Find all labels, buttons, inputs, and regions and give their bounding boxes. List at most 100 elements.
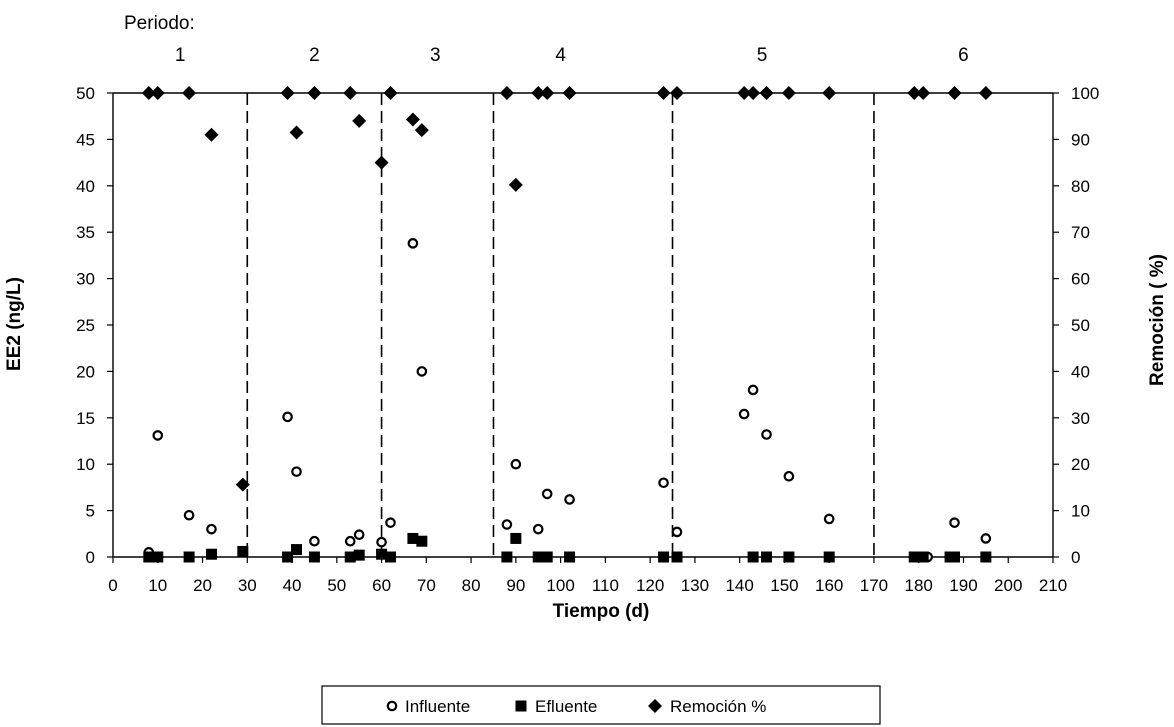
data-point	[541, 488, 553, 500]
data-point	[407, 532, 419, 544]
period-label: 1	[175, 45, 186, 66]
data-point	[501, 551, 513, 563]
data-point	[783, 470, 795, 482]
x-tick-label: 30	[238, 576, 257, 595]
period-label: 3	[430, 45, 441, 66]
data-point	[531, 86, 546, 100]
x-tick-label: 50	[327, 576, 346, 595]
data-point	[501, 519, 513, 530]
data-point	[344, 535, 356, 547]
y2-tick-label: 10	[1071, 502, 1090, 521]
y-tick-label: 35	[76, 223, 95, 242]
y2-tick-label: 60	[1071, 270, 1090, 289]
data-point	[291, 544, 303, 556]
data-point	[562, 86, 577, 100]
data-point	[949, 517, 960, 528]
data-point	[671, 551, 683, 563]
y2-tick-label: 30	[1071, 409, 1090, 428]
y-tick-label: 25	[76, 316, 95, 335]
data-point	[206, 523, 217, 535]
data-point	[781, 86, 796, 100]
data-point	[282, 411, 293, 423]
data-point	[385, 551, 397, 563]
y-tick-label: 20	[76, 362, 95, 381]
data-point	[152, 430, 164, 441]
data-point	[344, 551, 356, 563]
tick-labels: 0 10 20 30 40 50 60 70 80 90 100 110 120 130 140 150 160…	[76, 84, 1099, 595]
period-dividers	[246, 93, 875, 557]
series-diamond-filled	[141, 86, 993, 492]
data-point	[738, 408, 750, 420]
y-tick-label: 50	[76, 84, 95, 103]
data-point	[352, 113, 367, 128]
x-tick-label: 190	[949, 576, 977, 595]
legend-box	[321, 685, 881, 725]
data-point	[376, 536, 387, 548]
axes-group	[107, 92, 1059, 563]
y-axis-title: EE2 (ng/L)	[4, 277, 25, 371]
x-axis-title: Tiempo (d)	[553, 601, 650, 622]
legend-label: Influente	[405, 697, 470, 716]
data-point	[307, 86, 322, 100]
x-tick-label: 120	[636, 576, 664, 595]
data-point	[237, 545, 249, 557]
data-point	[508, 177, 523, 192]
data-point	[747, 384, 759, 396]
y2-axis-title: Remoción ( %)	[1147, 254, 1168, 386]
x-tick-label: 170	[860, 576, 888, 595]
data-point	[150, 86, 165, 100]
data-point	[670, 86, 684, 100]
x-tick-label: 150	[770, 576, 798, 595]
x-tick-label: 70	[417, 576, 436, 595]
legend-label: Efluente	[535, 697, 597, 716]
data-point	[499, 86, 514, 100]
data-point	[416, 366, 428, 377]
data-point	[907, 86, 922, 100]
data-point	[383, 86, 398, 100]
period-heading: Periodo:	[124, 13, 195, 34]
data-point	[353, 529, 365, 541]
data-point	[152, 551, 164, 563]
y2-tick-label: 90	[1071, 130, 1090, 149]
period-label: 4	[555, 45, 566, 66]
data-point	[309, 535, 320, 547]
data-point	[761, 551, 773, 563]
data-point	[908, 551, 920, 563]
data-point	[353, 549, 365, 561]
data-point	[291, 466, 302, 477]
y-tick-label: 15	[76, 409, 95, 428]
legend-marker	[515, 700, 527, 712]
period-labels: Periodo: 1 2 3 4 5 6	[124, 13, 969, 66]
y2-tick-label: 100	[1071, 84, 1099, 103]
data-point	[235, 477, 250, 492]
data-point	[978, 86, 993, 100]
data-point	[747, 551, 759, 563]
data-point	[783, 551, 795, 563]
data-point	[917, 551, 929, 563]
data-point	[540, 86, 555, 100]
data-point	[374, 155, 389, 170]
data-point	[916, 86, 931, 100]
data-points	[141, 86, 993, 563]
y-tick-label: 10	[76, 455, 95, 474]
x-tick-label: 90	[506, 576, 525, 595]
data-point	[658, 551, 670, 563]
legend-marker	[386, 700, 398, 712]
series-circle-open	[143, 238, 992, 563]
data-point	[143, 551, 155, 563]
data-point	[671, 526, 683, 538]
y2-tick-label: 0	[1071, 548, 1080, 567]
period-label: 2	[309, 45, 320, 66]
data-point	[183, 509, 195, 521]
x-tick-label: 0	[108, 576, 117, 595]
data-point	[564, 494, 575, 505]
legend: Influente Efluente Remoción %	[321, 685, 881, 725]
y-tick-label: 30	[76, 270, 95, 289]
data-point	[407, 238, 419, 249]
data-point	[414, 123, 429, 138]
period-label: 6	[958, 45, 969, 66]
data-point	[658, 477, 669, 489]
y-tick-label: 5	[86, 502, 95, 521]
y-tick-label: 0	[86, 548, 95, 567]
